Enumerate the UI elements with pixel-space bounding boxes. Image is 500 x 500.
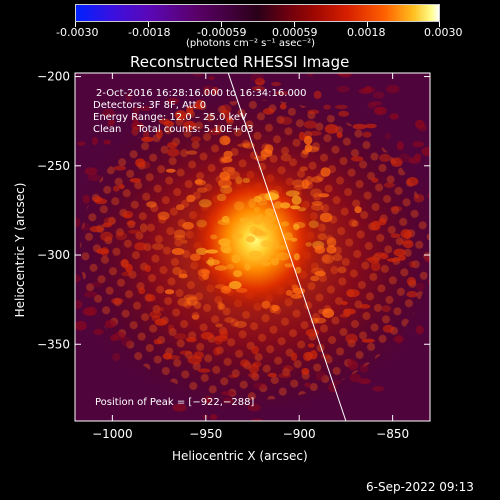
x-tick-label: −950 <box>189 427 222 441</box>
colorbar-tick-label: 0.0018 <box>347 26 386 39</box>
clean-counts: Clean Total counts: 5.10E+03 <box>93 124 254 135</box>
y-tick-label: −200 <box>37 70 70 84</box>
colorbar-tick-label: -0.00059 <box>197 26 247 39</box>
y-tick-label: −300 <box>37 248 70 262</box>
colorbar <box>75 4 440 22</box>
colorbar-tick-label: 0.0030 <box>424 26 463 39</box>
energy-range: Energy Range: 12.0 – 25.0 keV <box>93 112 247 123</box>
x-tick-label: −850 <box>376 427 409 441</box>
limb-line <box>227 73 347 421</box>
x-axis-label: Heliocentric X (arcsec) <box>172 449 308 463</box>
timestamp: 6-Sep-2022 09:13 <box>366 480 474 494</box>
colorbar-tick-label: -0.0018 <box>128 26 171 39</box>
x-tick-label: −1000 <box>92 427 133 441</box>
chart-title: Reconstructed RHESSI Image <box>130 53 350 71</box>
y-tick-label: −350 <box>37 337 70 351</box>
colorbar-units-label: (photons cm⁻² s⁻¹ asec⁻²) <box>186 38 316 49</box>
colorbar-tick-label: -0.0030 <box>56 26 99 39</box>
detectors-info: Detectors: 3F 8F, Att 0 <box>93 100 207 111</box>
x-tick-label: −900 <box>283 427 316 441</box>
colorbar-ticks <box>75 22 440 28</box>
y-tick-label: −250 <box>37 159 70 173</box>
y-axis-label: Heliocentric Y (arcsec) <box>13 182 27 318</box>
colorbar-tick-label: 0.00059 <box>272 26 318 39</box>
peak-position: Position of Peak = [−922,−288] <box>95 397 255 408</box>
observation-time: 2-Oct-2016 16:28:16.000 to 16:34:16.000 <box>96 88 307 99</box>
